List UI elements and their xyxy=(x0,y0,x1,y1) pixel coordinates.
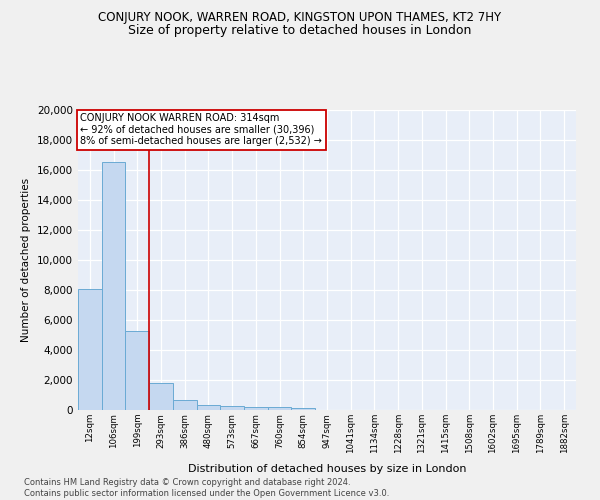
Bar xyxy=(268,408,292,410)
Bar xyxy=(292,408,315,410)
X-axis label: Distribution of detached houses by size in London: Distribution of detached houses by size … xyxy=(188,464,466,474)
Bar xyxy=(244,407,268,410)
Bar xyxy=(102,162,125,410)
Bar xyxy=(78,288,102,410)
Text: CONJURY NOOK WARREN ROAD: 314sqm
← 92% of detached houses are smaller (30,396)
8: CONJURY NOOK WARREN ROAD: 314sqm ← 92% o… xyxy=(80,113,322,146)
Text: Size of property relative to detached houses in London: Size of property relative to detached ho… xyxy=(128,24,472,37)
Bar xyxy=(197,405,220,410)
Bar xyxy=(125,330,149,410)
Y-axis label: Number of detached properties: Number of detached properties xyxy=(22,178,31,342)
Text: Contains HM Land Registry data © Crown copyright and database right 2024.
Contai: Contains HM Land Registry data © Crown c… xyxy=(24,478,389,498)
Bar xyxy=(173,400,197,410)
Bar xyxy=(220,406,244,410)
Text: CONJURY NOOK, WARREN ROAD, KINGSTON UPON THAMES, KT2 7HY: CONJURY NOOK, WARREN ROAD, KINGSTON UPON… xyxy=(98,11,502,24)
Bar xyxy=(149,383,173,410)
